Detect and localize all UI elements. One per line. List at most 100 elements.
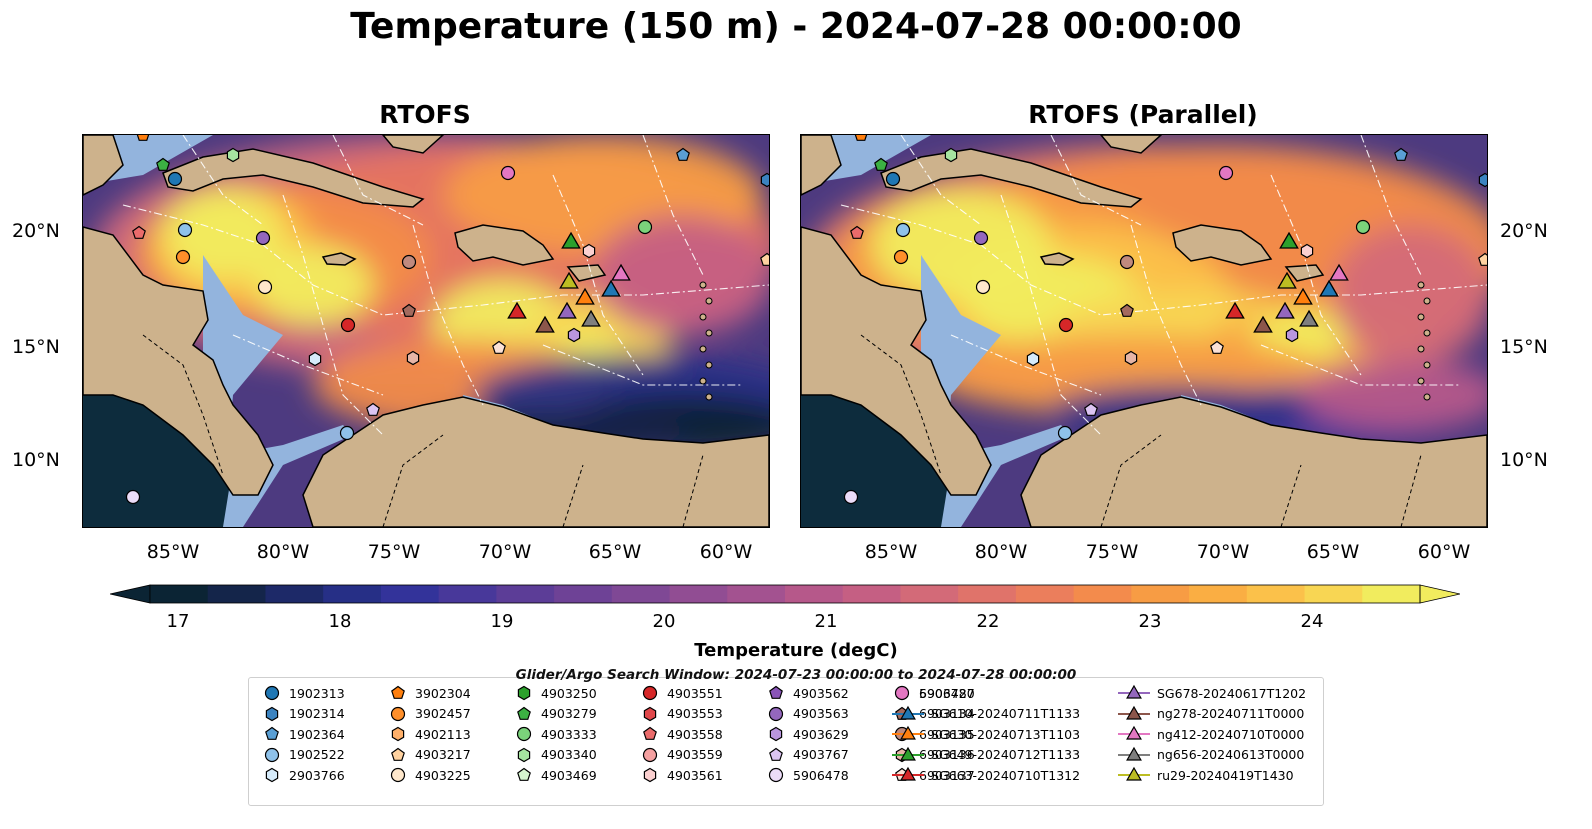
triangle-marker-icon <box>892 705 924 720</box>
legend-label: 4903225 <box>415 767 471 783</box>
obs-marker-4903629 <box>1285 327 1299 343</box>
legend-item: 4903217 <box>387 745 471 765</box>
colorbar-segment <box>958 585 1017 603</box>
circle-marker-icon <box>768 706 784 721</box>
colorbar-segment <box>554 585 613 603</box>
search-window-text: Glider/Argo Search Window: 2024-07-23 00… <box>515 667 1077 683</box>
lon-label-65w-right: 65°W <box>1306 541 1360 563</box>
obs-marker-4903563 <box>973 230 989 246</box>
obs-marker-4903279 <box>156 157 170 171</box>
obs-marker-6903134 <box>1120 303 1134 317</box>
triangle-marker-icon <box>1118 746 1150 761</box>
colorbar-tick: 24 <box>1300 611 1324 632</box>
legend-label: 4903469 <box>541 767 597 783</box>
pentagon-marker-icon <box>769 747 783 761</box>
obs-marker-4903561 <box>1300 243 1314 259</box>
colorbar-segment <box>842 585 902 603</box>
legend-label: 4903553 <box>667 706 723 721</box>
colorbar-segment <box>1362 585 1421 603</box>
legend-item: SG610-20240711T1133 <box>891 704 1080 724</box>
glider-marker-ng412-20240710T0000 <box>1329 263 1349 281</box>
obs-marker-6903136 <box>406 350 420 366</box>
legend-item: 3902304 <box>387 683 471 703</box>
legend-label: 6903135 <box>919 726 975 742</box>
pentagon-marker-icon <box>517 767 531 781</box>
map-panel-rtofs <box>82 134 770 528</box>
glider-marker-SG649-20240712T1133 <box>1279 231 1299 249</box>
colorbar-segment <box>323 585 382 603</box>
obs-marker-4903558 <box>132 225 146 239</box>
legend-item: SG649-20240712T1133 <box>891 745 1080 765</box>
glider-marker-ng656-20240613T0000 <box>1299 309 1319 327</box>
obs-marker-1902522 <box>1057 425 1073 441</box>
colorbar-segment <box>1073 585 1132 603</box>
obs-marker-4903767 <box>366 402 380 416</box>
legend-label: SG610-20240711T1133 <box>931 706 1081 721</box>
glider-marker-ru29-20240419T1430 <box>1277 271 1297 289</box>
legend-item: ng656-20240613T0000 <box>1117 745 1304 765</box>
legend-label: 3902304 <box>415 685 471 701</box>
glider-marker-ng278-20240711T0000 <box>535 315 555 333</box>
panel-title-rtofs: RTOFS <box>379 100 471 129</box>
circle-marker-icon <box>642 747 658 762</box>
legend-item: ng278-20240711T0000 <box>1117 704 1304 724</box>
lon-label-65w-left: 65°W <box>588 541 642 563</box>
glider-marker-SG630-20240713T1103 <box>1293 287 1313 305</box>
lat-label-20n-left: 20°N <box>12 220 60 242</box>
legend-label: 2903766 <box>289 767 345 783</box>
lon-label-80w-left: 80°W <box>256 541 310 563</box>
colorbar-tick: 20 <box>652 611 676 632</box>
legend-item: 4903279 <box>513 704 597 724</box>
obs-marker-4903767 <box>1084 402 1098 416</box>
legend-item: 4903562 <box>765 683 849 703</box>
circle-marker-icon <box>390 706 406 721</box>
triangle-marker-icon <box>892 746 924 761</box>
colorbar-tick: 18 <box>328 611 352 632</box>
hexagon-marker-icon <box>643 767 657 783</box>
legend-item: ru29-20240419T1430 <box>1117 765 1294 785</box>
glider-marker-ng412-20240710T0000 <box>611 263 631 281</box>
circle-marker-icon <box>264 685 280 701</box>
obs-marker-4903561 <box>582 243 596 259</box>
obs-marker-6903137 <box>1210 340 1224 354</box>
glider-marker-SG649-20240712T1133 <box>561 231 581 249</box>
legend-label: 1902313 <box>289 685 345 701</box>
legend-item: ng412-20240710T0000 <box>1117 724 1304 744</box>
temperature-colorbar <box>110 584 1460 604</box>
panel-title-rtofs-parallel: RTOFS (Parallel) <box>1028 100 1258 129</box>
triangle-marker-icon <box>1118 705 1150 720</box>
colorbar-segment <box>900 585 959 603</box>
colorbar-segment <box>207 585 267 603</box>
triangle-marker-icon <box>1118 766 1150 781</box>
obs-marker-3902304 <box>854 135 868 141</box>
obs-marker-6903727 <box>500 165 516 181</box>
legend-label: 1902522 <box>289 747 345 762</box>
legend-item: 6903727 <box>891 683 975 703</box>
legend-item: 4903333 <box>513 724 597 744</box>
legend-label: 4903279 <box>541 706 597 721</box>
obs-marker-6903135 <box>401 254 417 270</box>
colorbar-tick: 22 <box>976 611 1000 632</box>
legend-label: 3902457 <box>415 706 471 721</box>
glider-marker-SG678-20240617T1202 <box>1275 301 1295 319</box>
circle-marker-icon <box>390 767 406 783</box>
legend-item: 2903766 <box>261 765 345 785</box>
pentagon-marker-icon <box>769 685 783 699</box>
lon-label-60w-left: 60°W <box>699 541 753 563</box>
legend-item: 5906478 <box>765 765 849 785</box>
obs-marker-5906478 <box>843 489 859 505</box>
legend-label: 6903137 <box>919 767 975 783</box>
triangle-marker-icon <box>1118 684 1150 699</box>
colorbar-segment <box>438 585 497 603</box>
legend-label: 4903558 <box>667 726 723 742</box>
obs-marker-4903279 <box>874 157 888 171</box>
legend-item: 4903561 <box>639 765 723 785</box>
legend-label: 6903136 <box>919 747 975 762</box>
obs-marker-3902457 <box>893 249 909 265</box>
lat-label-15n-left: 15°N <box>12 336 60 358</box>
lat-label-10n-left: 10°N <box>12 449 60 471</box>
lon-label-85w-left: 85°W <box>146 541 200 563</box>
obs-marker-5906478 <box>125 489 141 505</box>
obs-marker-1902364 <box>1394 147 1408 161</box>
legend: 1902313 1902314 1902364 1902522 2903766 39023… <box>248 677 1324 806</box>
